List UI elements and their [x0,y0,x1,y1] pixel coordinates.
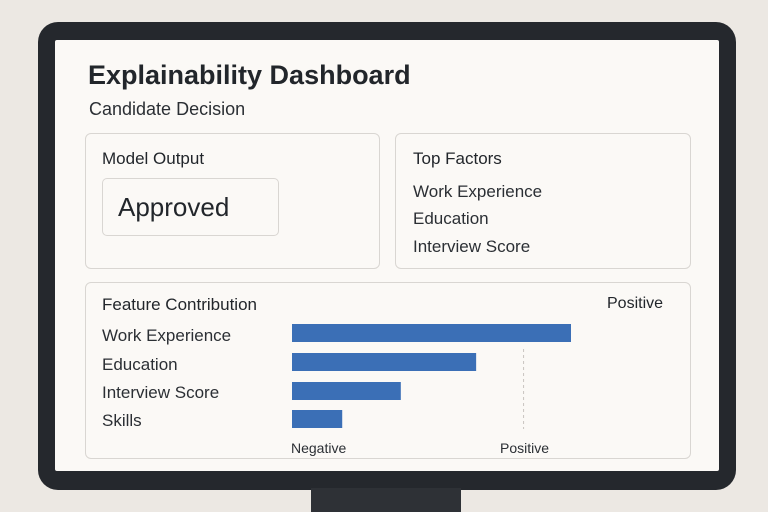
bar-interview-score [292,382,401,400]
feature-contribution-card: Feature Contribution Positive Work Exper… [85,282,691,459]
chart-title: Feature Contribution [102,295,257,314]
x-label-positive: Positive [500,440,549,456]
monitor-stand [311,488,461,512]
bar-education [292,353,477,371]
bar-skills [292,410,343,428]
x-label-negative: Negative [291,440,346,456]
feature-contribution-chart: Negative Positive [291,324,571,456]
feature-label-skills: Skills [102,411,142,430]
feature-label-work-experience: Work Experience [102,326,232,345]
top-factor-item: Interview Score [413,237,531,256]
bar-work-experience [292,324,571,342]
model-output-label: Model Output [102,149,205,168]
top-factors-card: Top Factors Work Experience Education In… [395,133,691,269]
feature-label-interview-score: Interview Score [102,383,220,402]
top-factor-item: Work Experience [413,182,543,201]
model-output-card: Model Output Approved [85,133,380,269]
page-title: Explainability Dashboard [88,60,411,90]
feature-label-education: Education [102,355,178,374]
model-output-value: Approved [102,178,279,236]
top-factors-label: Top Factors [413,149,502,168]
screen: Explainability Dashboard Candidate Decis… [55,40,719,471]
chart-legend-label: Positive [607,295,664,312]
top-factor-item: Education [413,209,489,228]
page-subtitle: Candidate Decision [89,99,246,119]
